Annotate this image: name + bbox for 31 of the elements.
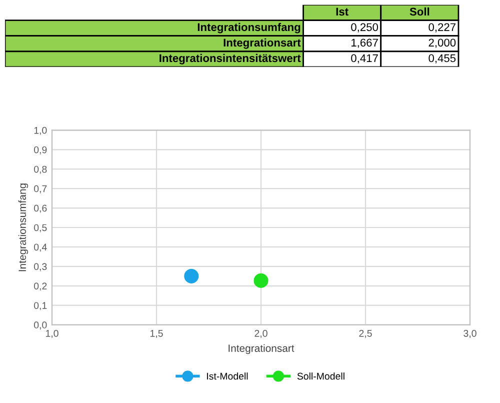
category-label: Integrationsintensitätswert [160, 54, 301, 64]
y-tick-label: 0,3 [34, 263, 47, 272]
y-tick-label: 0,6 [34, 204, 47, 213]
x-tick-label: 2,5 [359, 330, 372, 338]
data-label: 0,455 [428, 54, 456, 64]
data-label: 0,227 [428, 23, 456, 32]
y-tick-label: 0,5 [34, 224, 47, 232]
y-tick-label: 0,7 [34, 185, 47, 194]
legend-label: Ist-Modell [207, 372, 248, 380]
y-tick-label: 0,9 [34, 146, 47, 154]
data-label: 0,250 [351, 23, 378, 32]
legend-label: Soll-Modell [297, 372, 344, 380]
category-label: Integrationsart [224, 38, 301, 49]
y-tick-label: 0,0 [34, 322, 47, 330]
data-label: 0,417 [351, 54, 378, 64]
data-label: 1,667 [351, 38, 378, 48]
y-axis-title: Integrationsumfang [18, 184, 28, 272]
y-tick-label: 0,4 [34, 244, 47, 252]
data-label: 2,000 [428, 38, 456, 48]
x-tick-label: 2,0 [254, 330, 268, 338]
x-axis-title: Integrationsart [228, 344, 294, 354]
series-label: Soll [410, 7, 430, 16]
series-label: Ist [336, 8, 348, 16]
y-tick-label: 0,8 [34, 166, 47, 174]
x-tick-label: 1,0 [46, 330, 58, 338]
category-label: Integrationsumfang [198, 22, 300, 34]
x-tick-label: 3,0 [464, 330, 476, 338]
y-tick-label: 0,1 [34, 302, 47, 310]
y-tick-label: 0,2 [34, 282, 47, 291]
y-tick-label: 1,0 [34, 126, 47, 135]
x-tick-label: 1,5 [150, 330, 163, 338]
